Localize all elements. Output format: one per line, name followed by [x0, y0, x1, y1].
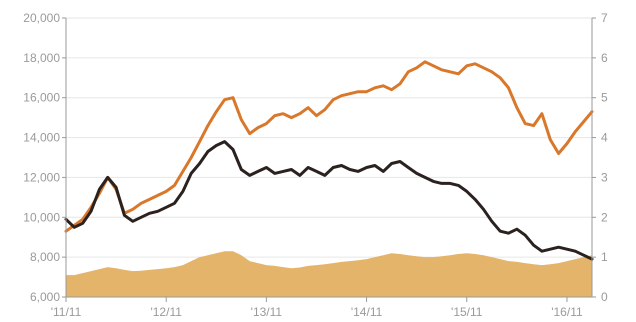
x-tick-label: '12/11: [150, 305, 182, 319]
area-series: [66, 251, 592, 297]
area-series-path: [66, 251, 592, 297]
line-series-path: [64, 60, 594, 233]
axes: [62, 17, 596, 302]
line-series: [64, 60, 594, 261]
y-right-tick-label: 4: [601, 131, 608, 145]
y-right-tick-label: 2: [601, 210, 608, 224]
y-left-tick-label: 14,000: [23, 131, 60, 145]
y-left-tick-label: 18,000: [23, 51, 60, 65]
line-series-path: [64, 140, 594, 261]
x-tick-label: '15/11: [451, 305, 483, 319]
y-right-tick-label: 7: [601, 11, 608, 25]
x-tick-label: '13/11: [251, 305, 283, 319]
y-left-tick-label: 16,000: [23, 91, 60, 105]
x-tick-label: '16/11: [551, 305, 583, 319]
y-left-tick-label: 6,000: [30, 290, 60, 304]
x-tick-label: '11/11: [51, 305, 82, 319]
tick-labels: 6,000 8,000 10,000 12,000 14,000 16,000 18,000…: [23, 11, 608, 319]
y-left-tick-label: 12,000: [23, 170, 60, 184]
y-right-tick-label: 6: [601, 51, 608, 65]
x-tick-label: '14/11: [351, 305, 383, 319]
y-right-tick-label: 3: [601, 170, 608, 184]
y-left-tick-label: 20,000: [23, 11, 60, 25]
y-left-tick-label: 10,000: [23, 210, 60, 224]
y-right-tick-label: 0: [601, 290, 608, 304]
y-right-tick-label: 5: [601, 91, 608, 105]
y-right-tick-label: 1: [601, 250, 608, 264]
y-left-tick-label: 8,000: [30, 250, 60, 264]
gridlines: [66, 17, 592, 298]
